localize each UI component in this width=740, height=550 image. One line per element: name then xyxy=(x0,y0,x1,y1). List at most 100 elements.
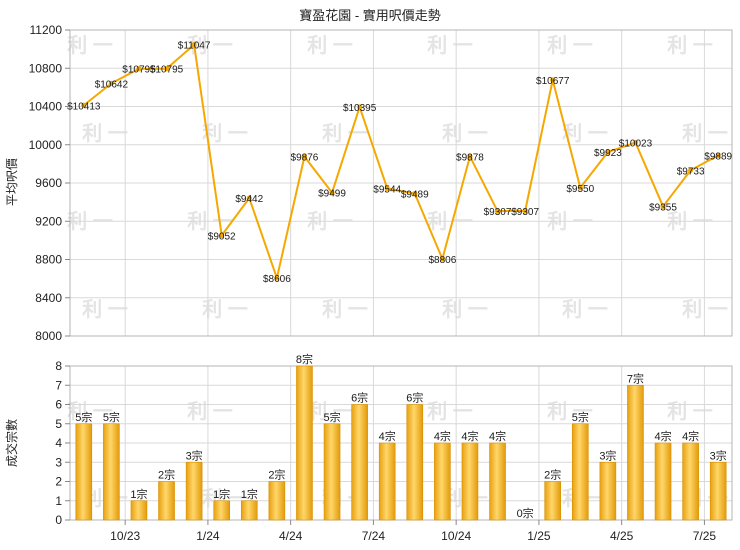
volume-bar-label: 5宗 xyxy=(572,410,589,424)
watermark-layer: 利 一利 一利 一利 一利 一利 一利 一利 一利 一利 一利 一利 一利 一利… xyxy=(67,34,728,510)
volume-bar xyxy=(75,423,93,521)
price-point-label: $10795 xyxy=(150,65,184,76)
volume-bar xyxy=(296,365,313,521)
price-point xyxy=(384,185,390,191)
price-tick-label: 11200 xyxy=(30,23,63,37)
volume-bar-label: 6宗 xyxy=(351,391,368,405)
volume-bar-label: 1宗 xyxy=(130,487,147,501)
price-point xyxy=(219,232,225,239)
price-tick-label: 8400 xyxy=(35,291,62,305)
volume-bar-label: 4宗 xyxy=(434,429,451,443)
volume-bar-label: 4宗 xyxy=(489,429,506,443)
volume-tick-label: 7 xyxy=(55,378,62,392)
volume-bar xyxy=(654,442,672,521)
price-point-label: $9489 xyxy=(401,190,429,201)
volume-tick-label: 4 xyxy=(55,436,62,450)
price-point xyxy=(467,153,473,160)
volume-bar-label: 2宗 xyxy=(268,468,285,482)
watermark-text: 利 一 xyxy=(547,400,593,423)
watermark-text: 利 一 xyxy=(202,122,248,145)
volume-bar-label: 4宗 xyxy=(379,429,396,443)
price-point-label: $9307 xyxy=(511,207,539,218)
watermark-text: 利 一 xyxy=(427,400,473,423)
price-point xyxy=(301,154,308,160)
price-tick-label: 9200 xyxy=(35,214,62,228)
volume-y-axis: 0 1 2 3 4 5 6 7 8 xyxy=(55,359,70,527)
volume-bar-label: 3宗 xyxy=(599,448,616,462)
price-grid xyxy=(70,29,732,337)
volume-bar-label: 8宗 xyxy=(296,352,313,366)
price-line-series: $10413 $10642 $10795$10795 $11047 $9052 $9442… xyxy=(67,41,732,285)
price-point xyxy=(274,275,280,281)
volume-bar-label: 5宗 xyxy=(75,410,92,424)
watermark-text: 利 一 xyxy=(67,34,113,57)
price-y-axis: 8000 8400 8800 9200 9600 10000 10400 10800 11200 xyxy=(29,23,70,343)
watermark-text: 利 一 xyxy=(682,122,728,145)
price-tick-label: 10800 xyxy=(29,61,63,75)
volume-tick-label: 3 xyxy=(55,455,62,469)
volume-tick-label: 6 xyxy=(55,398,62,412)
price-tick-label: 9600 xyxy=(35,176,62,190)
volume-bar-label: 1宗 xyxy=(241,487,258,501)
price-point-label: $11047 xyxy=(178,41,211,52)
price-y-axis-label: 平均呎價 xyxy=(5,158,19,206)
volume-y-axis-label: 成交宗數 xyxy=(4,419,19,467)
volume-bar-label: 6宗 xyxy=(406,391,423,405)
price-point-label: $10677 xyxy=(536,76,570,87)
watermark-text: 利 一 xyxy=(562,122,608,145)
volume-bar xyxy=(323,423,341,521)
price-point-label: $10413 xyxy=(67,101,101,112)
volume-bar xyxy=(268,481,286,521)
volume-tick-label: 2 xyxy=(55,475,62,489)
volume-bar xyxy=(103,423,120,521)
x-tick-label: 1/25 xyxy=(527,529,551,543)
volume-bar xyxy=(709,461,727,521)
price-point-label: $9442 xyxy=(235,194,263,205)
volume-bar xyxy=(544,481,562,521)
price-point xyxy=(439,256,445,262)
price-point xyxy=(136,66,142,72)
watermark-text: 利 一 xyxy=(187,400,233,423)
volume-bar-label: 2宗 xyxy=(158,468,175,482)
chart-title: 寶盈花園 - 實用呎價走勢 xyxy=(299,8,441,23)
x-tick-label: 10/24 xyxy=(441,529,471,543)
volume-bar xyxy=(682,442,699,521)
price-point xyxy=(412,191,418,197)
price-point-label: $9733 xyxy=(677,166,705,177)
price-tick-label: 8000 xyxy=(35,329,62,343)
price-point-label: $9355 xyxy=(649,202,677,213)
price-point-label: $10795 xyxy=(122,65,156,76)
price-point-label: $9307 xyxy=(484,207,512,218)
watermark-text: 利 一 xyxy=(307,400,353,423)
volume-bars: 5宗 5宗 1宗 2宗 3宗 1宗 1宗 2宗 8宗 5宗 6宗 4宗 6宗 4宗 4宗 4宗 0宗 2宗 5宗 3宗… xyxy=(75,352,727,521)
watermark-text: 利 一 xyxy=(322,298,368,321)
volume-bar-label: 0宗 xyxy=(517,506,534,520)
price-point xyxy=(632,139,639,146)
watermark-text: 利 一 xyxy=(547,34,593,57)
x-tick-label: 10/23 xyxy=(110,529,140,543)
volume-bar xyxy=(434,442,451,521)
volume-bar xyxy=(489,442,506,521)
x-tick-label: 7/25 xyxy=(693,529,717,543)
price-point xyxy=(715,152,721,158)
watermark-text: 利 一 xyxy=(667,400,713,423)
price-point-label: $9923 xyxy=(594,148,622,159)
volume-bar-label: 1宗 xyxy=(213,487,230,501)
volume-bar-label: 7宗 xyxy=(627,371,644,385)
price-point-label: $9499 xyxy=(318,189,346,200)
volume-bar xyxy=(130,500,148,521)
price-point xyxy=(550,77,556,83)
price-point-label: $10642 xyxy=(95,79,129,90)
price-line xyxy=(83,43,719,280)
price-point xyxy=(246,195,252,201)
volume-bar xyxy=(461,442,479,521)
watermark-text: 利 一 xyxy=(187,34,233,57)
price-point-label: $10023 xyxy=(619,139,653,150)
price-point-label: $9052 xyxy=(208,231,236,242)
price-point xyxy=(191,42,197,48)
price-point xyxy=(605,149,611,155)
volume-bar xyxy=(351,404,368,521)
volume-bar-label: 3宗 xyxy=(710,448,727,462)
